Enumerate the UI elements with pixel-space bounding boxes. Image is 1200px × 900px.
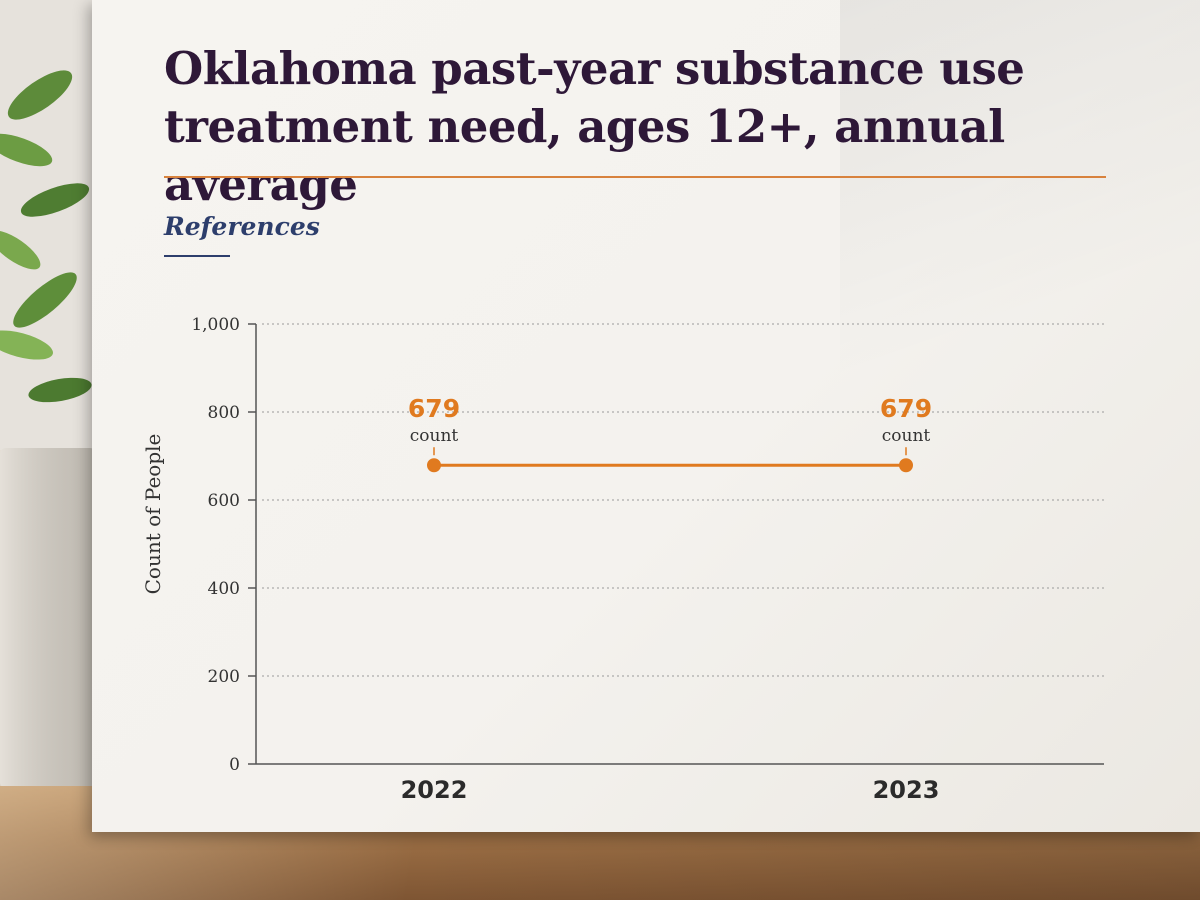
y-tick-label: 200 (208, 667, 240, 687)
y-tick-label: 800 (208, 403, 240, 423)
data-point (899, 458, 913, 473)
data-label-value: 679 (408, 394, 460, 423)
chart-subtitle: References (164, 212, 320, 241)
y-tick-label: 1,000 (191, 315, 240, 335)
plant-decoration (0, 0, 100, 788)
data-label-value: 679 (880, 394, 932, 423)
title-divider (164, 176, 1106, 178)
y-tick-label: 600 (208, 491, 240, 511)
subtitle-underline (164, 255, 230, 257)
y-tick-label: 0 (229, 755, 240, 775)
x-tick-label: 2022 (401, 776, 468, 804)
x-tick-label: 2023 (873, 776, 940, 804)
y-tick-label: 400 (208, 579, 240, 599)
data-label-unit: count (410, 426, 459, 446)
chart-title: Oklahoma past-year substance use treatme… (164, 42, 1025, 211)
data-label-unit: count (882, 426, 931, 446)
y-axis-title: Count of People (141, 434, 165, 595)
data-point (427, 458, 441, 473)
